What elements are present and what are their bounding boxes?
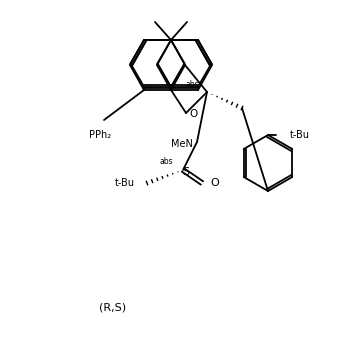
Text: t-Bu: t-Bu [290,130,310,140]
Text: (R,S): (R,S) [100,303,127,313]
Text: S: S [182,167,189,177]
Text: abs: abs [159,157,173,165]
Text: t-Bu: t-Bu [115,178,135,188]
Text: PPh₂: PPh₂ [89,130,111,140]
Text: O: O [189,109,197,119]
Text: O: O [210,178,219,188]
Text: abs: abs [185,79,199,88]
Text: MeN: MeN [171,139,193,149]
